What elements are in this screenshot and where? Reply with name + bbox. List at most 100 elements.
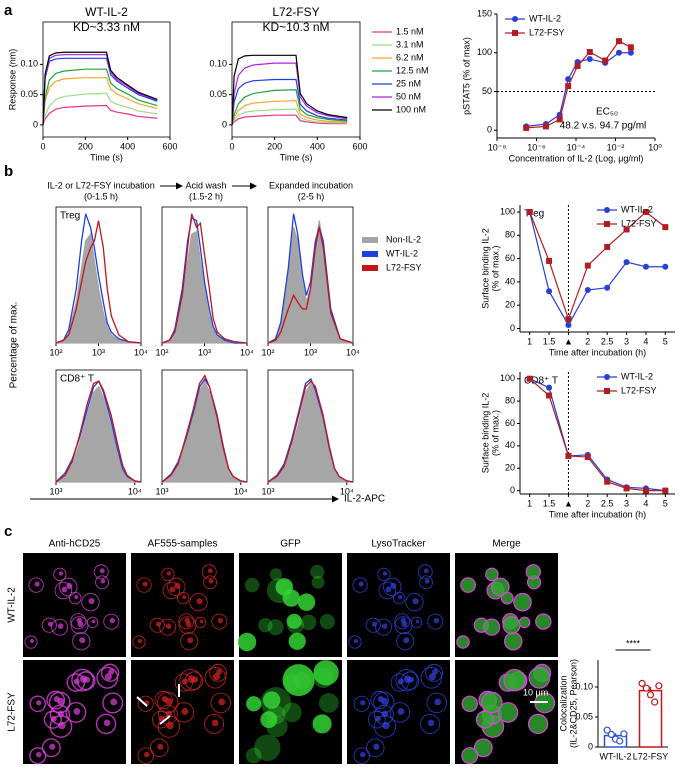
- cell: [460, 577, 476, 593]
- cell: [393, 591, 406, 605]
- cell: [181, 708, 189, 715]
- point: [584, 262, 591, 269]
- cell: [352, 577, 368, 593]
- annotation: EC₅₀: [596, 107, 618, 118]
- column-header: LysoTracker: [371, 539, 426, 550]
- chart-title: L72-FSY: [272, 5, 319, 19]
- legend-label: 25 nM: [396, 78, 421, 88]
- cell: [189, 593, 208, 612]
- line: [161, 216, 247, 344]
- cell: [397, 708, 405, 715]
- x-tick-label: 0: [229, 141, 234, 151]
- x-tick-label: 10²: [155, 347, 168, 357]
- cell: [79, 637, 86, 644]
- cell: [100, 663, 120, 682]
- cell: [461, 695, 478, 713]
- point: [642, 263, 649, 270]
- y-tick-label: 0.05: [575, 711, 593, 721]
- cell: [381, 697, 389, 706]
- micrograph: [455, 660, 558, 765]
- point: [586, 48, 593, 55]
- point: [662, 487, 669, 494]
- cell: [353, 695, 370, 712]
- x-tick-label: ▲: [564, 336, 573, 346]
- cell: [312, 714, 332, 734]
- cell: [204, 667, 227, 689]
- cell: [72, 632, 91, 651]
- x-tick-label: 10³: [155, 486, 168, 496]
- cell: [503, 669, 526, 691]
- x-tick-label: 0: [40, 141, 45, 151]
- legend-marker: [604, 207, 610, 213]
- legend-label: WT-IL-2: [621, 371, 653, 381]
- cell: [311, 575, 325, 589]
- cell: [69, 591, 82, 605]
- line: [42, 54, 158, 125]
- legend-marker: [604, 221, 610, 227]
- plot-label: CD8⁺ T: [60, 374, 94, 385]
- y-tick-label: 0.05: [20, 89, 38, 99]
- cell: [425, 663, 443, 682]
- cell: [136, 577, 152, 593]
- cell: [137, 747, 155, 764]
- cell: [29, 638, 35, 644]
- cell: [403, 637, 410, 644]
- cell: [420, 713, 441, 734]
- cell: [66, 582, 73, 590]
- y-tick-label: 50: [482, 86, 492, 96]
- cell: [519, 617, 530, 628]
- cell: [432, 668, 439, 675]
- point: [546, 392, 553, 399]
- point: [662, 224, 669, 231]
- line: [267, 380, 354, 483]
- cell: [150, 738, 169, 758]
- y-tick-label: 20: [505, 300, 515, 310]
- cell: [245, 747, 262, 764]
- cell: [300, 614, 317, 631]
- y-tick-label: 0.05: [209, 89, 227, 99]
- x-axis-label: Time after incubation (h): [549, 509, 646, 519]
- cell: [395, 668, 418, 692]
- y-tick-label: 100: [500, 373, 515, 383]
- cell: [28, 577, 44, 593]
- x-tick-label: 2: [585, 498, 590, 508]
- cell: [180, 632, 199, 651]
- y-tick-label: 150: [477, 8, 492, 18]
- cell: [535, 614, 551, 630]
- cell: [475, 710, 494, 729]
- y-tick-label: 0: [33, 119, 38, 129]
- point: [565, 452, 572, 459]
- cell: [260, 711, 278, 729]
- line: [529, 378, 666, 492]
- point: [526, 375, 533, 382]
- legend-swatch: [362, 265, 378, 271]
- x-tick-label: 10⁴: [234, 486, 248, 496]
- cell: [373, 691, 395, 714]
- line: [161, 213, 248, 344]
- point: [623, 259, 630, 266]
- cell: [381, 623, 388, 629]
- cell: [81, 593, 100, 612]
- y-axis-label: (% of max.): [490, 410, 500, 456]
- cell: [353, 747, 371, 764]
- y-tick-label: 0: [222, 119, 227, 129]
- cell: [373, 743, 380, 750]
- cell: [383, 577, 402, 597]
- cell: [366, 738, 385, 758]
- point: [565, 322, 572, 329]
- cell: [358, 581, 364, 587]
- scale-bar-label: 10 μm: [523, 687, 548, 697]
- cell: [54, 581, 73, 600]
- micrograph: [455, 553, 558, 657]
- cell: [203, 575, 218, 590]
- x-tick-label: 10⁻⁸: [488, 142, 507, 152]
- point: [615, 38, 622, 45]
- x-tick-label: 2.5: [601, 498, 614, 508]
- point: [546, 257, 553, 264]
- cell: [99, 568, 105, 574]
- x-tick-label: 2.5: [601, 336, 614, 346]
- point: [604, 243, 611, 250]
- line: [42, 68, 158, 125]
- cell: [178, 613, 195, 630]
- cell: [207, 568, 213, 574]
